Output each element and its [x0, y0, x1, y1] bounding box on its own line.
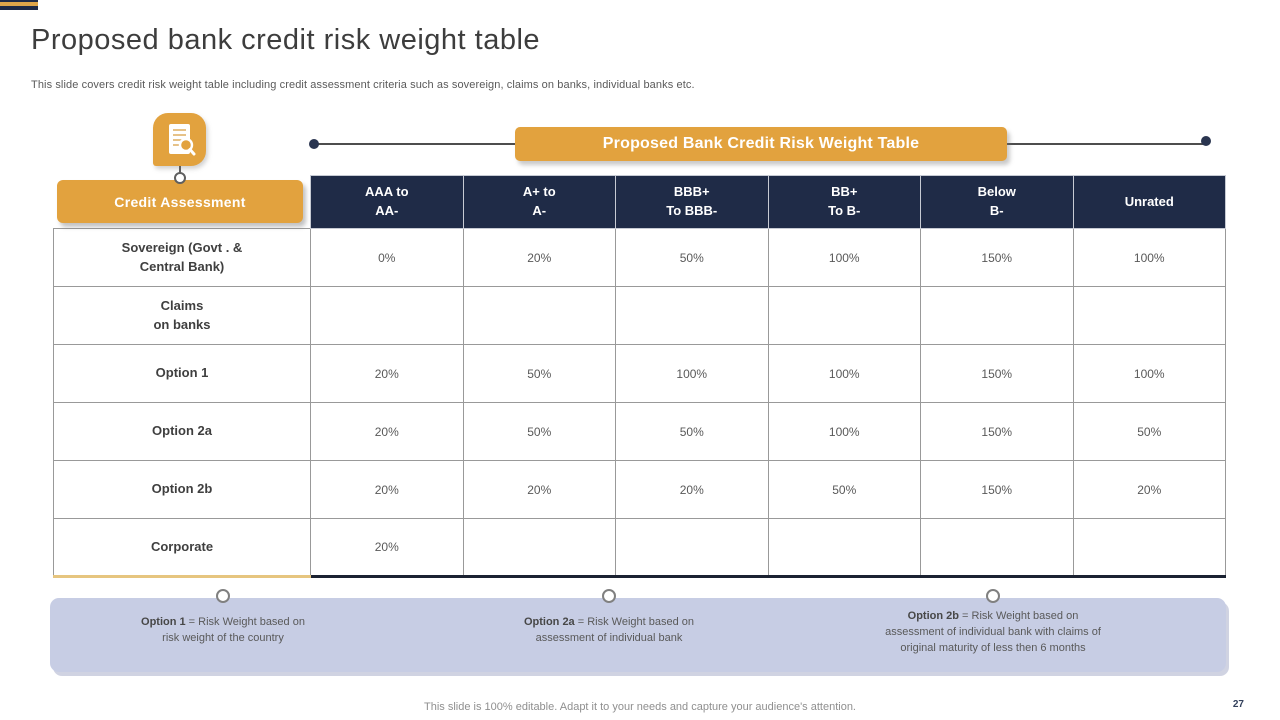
column-header-aplus: A+ to A- [462, 175, 616, 229]
table-cell: 100% [767, 402, 921, 461]
table-cell: 20% [310, 402, 464, 461]
table-cell: 20% [310, 344, 464, 403]
table-cell: 50% [462, 402, 616, 461]
table-cell: 0% [310, 228, 464, 287]
row-label: Option 2b [53, 460, 311, 519]
footnote-term: Option 2a [523, 616, 575, 628]
table-row-sovereign: Sovereign (Govt . & Central Bank) 0% 20%… [53, 228, 1226, 287]
column-header-below-b: Below B- [920, 175, 1074, 229]
page-title: Proposed bank credit risk weight table [31, 24, 541, 56]
table-header-row: AAA to AA- A+ to A- BBB+ To BBB- BB+ To … [54, 175, 1226, 229]
footnote-term: Option 2b [907, 610, 959, 622]
footnote-option1: Option 1 = Risk Weight based on risk wei… [63, 615, 383, 647]
table-cell: 150% [920, 344, 1074, 403]
table-cell: 50% [615, 402, 769, 461]
footnote-text: = Risk Weight based on risk weight of th… [162, 616, 305, 644]
row-label: Option 2a [53, 402, 311, 461]
footnote-option2b: Option 2b = Risk Weight based on assessm… [803, 609, 1183, 657]
table-cell: 50% [767, 460, 921, 519]
table-cell: 20% [462, 228, 616, 287]
table-cell: 100% [1072, 344, 1226, 403]
table-cell [1072, 518, 1226, 578]
table-cell: 20% [310, 460, 464, 519]
table-cell [615, 286, 769, 345]
table-row-option2b: Option 2b 20% 20% 20% 50% 150% 20% [53, 460, 1226, 519]
table-cell [310, 286, 464, 345]
footnote-circle-option2a [602, 589, 616, 603]
row-label: Corporate [53, 518, 311, 578]
corner-bar-gold [0, 2, 38, 6]
table-cell: 20% [1072, 460, 1226, 519]
footnote-circle-option2b [986, 589, 1000, 603]
editable-disclaimer: This slide is 100% editable. Adapt it to… [424, 701, 856, 713]
page-number: 27 [1232, 699, 1244, 710]
footnote-band [50, 598, 1226, 672]
table-row-option1: Option 1 20% 50% 100% 100% 150% 100% [53, 344, 1226, 403]
column-header-bbb: BBB+ To BBB- [615, 175, 769, 229]
table-cell: 100% [615, 344, 769, 403]
column-header-bb: BB+ To B- [767, 175, 921, 229]
table-cell: 20% [615, 460, 769, 519]
row-label: Sovereign (Govt . & Central Bank) [53, 228, 311, 287]
table-cell [462, 518, 616, 578]
page-subtitle: This slide covers credit risk weight tab… [31, 79, 695, 91]
footnote-text: = Risk Weight based on assessment of ind… [885, 610, 1101, 654]
document-magnifier-glyph [168, 123, 195, 155]
table-cell: 50% [1072, 402, 1226, 461]
corner-accent-bars [0, 0, 38, 10]
credit-assessment-header: Credit Assessment [57, 180, 303, 223]
footnote-term: Option 1 [141, 616, 186, 628]
table-cell [920, 518, 1074, 578]
footnote-circle-option1 [216, 589, 230, 603]
row-label: Option 1 [53, 344, 311, 403]
table-title-banner-label: Proposed Bank Credit Risk Weight Table [602, 135, 920, 152]
table-cell: 20% [310, 518, 464, 578]
connector-dot-right [1201, 136, 1211, 146]
table-cell: 100% [767, 344, 921, 403]
icon-connector-circle [174, 172, 186, 184]
table-cell [767, 518, 921, 578]
table-cell [615, 518, 769, 578]
table-title-banner: Proposed Bank Credit Risk Weight Table [515, 127, 1007, 161]
table-row-corporate: Corporate 20% [53, 518, 1226, 578]
table-cell [767, 286, 921, 345]
table-row-option2a: Option 2a 20% 50% 50% 100% 150% 50% [53, 402, 1226, 461]
table-cell: 50% [462, 344, 616, 403]
table-cell: 100% [1072, 228, 1226, 287]
table-cell [920, 286, 1074, 345]
column-header-aaa: AAA to AA- [310, 175, 464, 229]
table-cell [1072, 286, 1226, 345]
table-row-claims: Claims on banks [53, 286, 1226, 345]
risk-weight-table: AAA to AA- A+ to A- BBB+ To BBB- BB+ To … [53, 175, 1226, 578]
table-cell: 50% [615, 228, 769, 287]
table-cell: 150% [920, 228, 1074, 287]
footnote-text: = Risk Weight based on assessment of ind… [535, 616, 695, 644]
column-header-unrated: Unrated [1072, 175, 1226, 229]
footnote-option2a: Option 2a = Risk Weight based on assessm… [449, 615, 769, 647]
icon-connector-stem [179, 166, 181, 173]
table-cell [462, 286, 616, 345]
table-cell: 150% [920, 460, 1074, 519]
table-cell: 150% [920, 402, 1074, 461]
row-label: Claims on banks [53, 286, 311, 345]
connector-dot-left [309, 139, 319, 149]
corner-bar-navy-top [0, 0, 38, 2]
corner-bar-navy [0, 6, 38, 10]
document-magnifier-icon [153, 113, 206, 166]
table-cell: 20% [462, 460, 616, 519]
table-cell: 100% [767, 228, 921, 287]
credit-assessment-label: Credit Assessment [114, 193, 246, 210]
